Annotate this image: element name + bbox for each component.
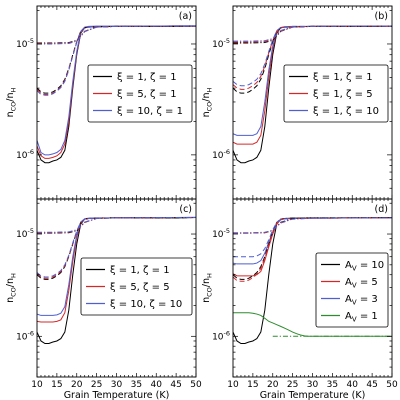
x-tick-label: 15 <box>51 380 62 390</box>
series-line-3 <box>37 216 196 316</box>
series-line-5 <box>233 25 392 90</box>
legend-entry: ξ = 1, ζ = 1 <box>117 72 177 83</box>
x-tick-label: 35 <box>131 380 142 390</box>
x-tick-label: 40 <box>347 380 359 390</box>
legend-entry: AV = 5 <box>345 277 378 290</box>
legend-entry: ξ = 5, ζ = 5 <box>110 282 170 293</box>
series-line-4 <box>37 25 196 94</box>
x-axis-label: Grain Temperature (K) <box>260 390 366 400</box>
series-line-8 <box>233 217 392 234</box>
series-line-7 <box>37 217 196 234</box>
legend-entry: ξ = 1, ζ = 1 <box>313 72 373 83</box>
x-tick-label: 30 <box>307 380 319 390</box>
panel-a: 10-6 10-5 nCO/nH (a) ξ = 1, ζ = 1 ξ = 5, ζ = … <box>5 5 197 200</box>
legend-box <box>80 257 193 316</box>
series-line-7 <box>37 25 196 44</box>
series-line-9 <box>233 25 392 42</box>
legend-entry: AV = 3 <box>345 294 378 307</box>
y-tick-label: 10-6 <box>16 148 34 161</box>
y-tick-label: 10-5 <box>16 227 34 240</box>
x-tick-label: 35 <box>327 380 338 390</box>
series-line-9 <box>233 217 392 234</box>
x-tick-label: 10 <box>31 380 43 390</box>
series-line-8 <box>37 25 196 44</box>
panel-label: (b) <box>375 11 388 22</box>
x-tick-label: 30 <box>111 380 123 390</box>
panel-label: (a) <box>179 11 192 22</box>
y-tick-label: 10-5 <box>16 37 34 50</box>
x-axis-label: Grain Temperature (K) <box>64 390 170 400</box>
legend: AV = 10 AV = 5 AV = 3 AV = 1 <box>315 252 389 328</box>
x-tick-label: 20 <box>267 380 279 390</box>
series-line-10 <box>233 217 392 234</box>
x-tick-label: 40 <box>151 380 163 390</box>
series-line-6 <box>37 25 196 96</box>
y-axis-label: nCO/nH <box>5 273 18 303</box>
legend-entry: ξ = 1, ζ = 10 <box>313 106 379 117</box>
series-line-4 <box>37 217 196 280</box>
x-tick-label: 50 <box>386 380 398 390</box>
series-line-9 <box>37 25 196 45</box>
y-tick-label: 10-6 <box>212 148 230 161</box>
legend: ξ = 1, ζ = 1 ξ = 5, ζ = 1 ξ = 10, ζ = 1 <box>87 64 193 123</box>
panel-label: (d) <box>375 204 388 215</box>
x-tick-label: 25 <box>91 380 102 390</box>
legend-entry: AV = 10 <box>345 260 384 273</box>
y-tick-label: 10-5 <box>212 37 230 50</box>
legend-entry: ξ = 1, ζ = 5 <box>313 89 373 100</box>
series-line-5 <box>37 25 196 96</box>
panel-label: (c) <box>179 204 192 215</box>
legend: ξ = 1, ζ = 1 ξ = 1, ζ = 5 ξ = 1, ζ = 10 <box>283 64 389 123</box>
series-line-8 <box>37 217 196 234</box>
series-line-7 <box>233 217 392 258</box>
y-axis-label: nCO/nH <box>201 87 214 117</box>
series-line-4 <box>233 312 392 337</box>
panel-d: 10 15 20 25 30 35 40 45 50 10-6 10-5 nCO/nH Grain Te… <box>201 198 398 400</box>
x-tick-label: 10 <box>227 380 239 390</box>
y-axis-label: nCO/nH <box>201 273 214 303</box>
legend-entry: AV = 1 <box>345 311 378 324</box>
legend: ξ = 1, ζ = 1 ξ = 5, ζ = 5 ξ = 10, ζ = 10 <box>80 257 193 316</box>
legend-entry: ξ = 5, ζ = 1 <box>117 89 177 100</box>
x-tick-label: 15 <box>247 380 258 390</box>
y-tick-label: 10-5 <box>212 227 230 240</box>
legend-box <box>283 64 389 123</box>
x-tick-label: 20 <box>71 380 83 390</box>
x-tick-label: 45 <box>170 380 181 390</box>
legend-box <box>315 252 389 328</box>
y-tick-label: 10-6 <box>16 329 34 342</box>
panel-c: 10 15 20 25 30 35 40 45 50 10-6 10-5 nCO/nH Grain Te… <box>5 198 202 400</box>
x-tick-label: 45 <box>366 380 377 390</box>
x-tick-label: 50 <box>190 380 202 390</box>
series-line-8 <box>233 25 392 43</box>
legend-box <box>87 64 193 123</box>
x-tick-label: 25 <box>287 380 298 390</box>
series-line-9 <box>37 217 196 233</box>
y-axis-label: nCO/nH <box>5 87 18 117</box>
y-tick-label: 10-6 <box>212 329 230 342</box>
legend-entry: ξ = 10, ζ = 1 <box>117 106 183 117</box>
legend-entry: ξ = 10, ζ = 10 <box>110 299 182 310</box>
series-line-5 <box>37 217 196 279</box>
legend-entry: ξ = 1, ζ = 1 <box>110 265 170 276</box>
